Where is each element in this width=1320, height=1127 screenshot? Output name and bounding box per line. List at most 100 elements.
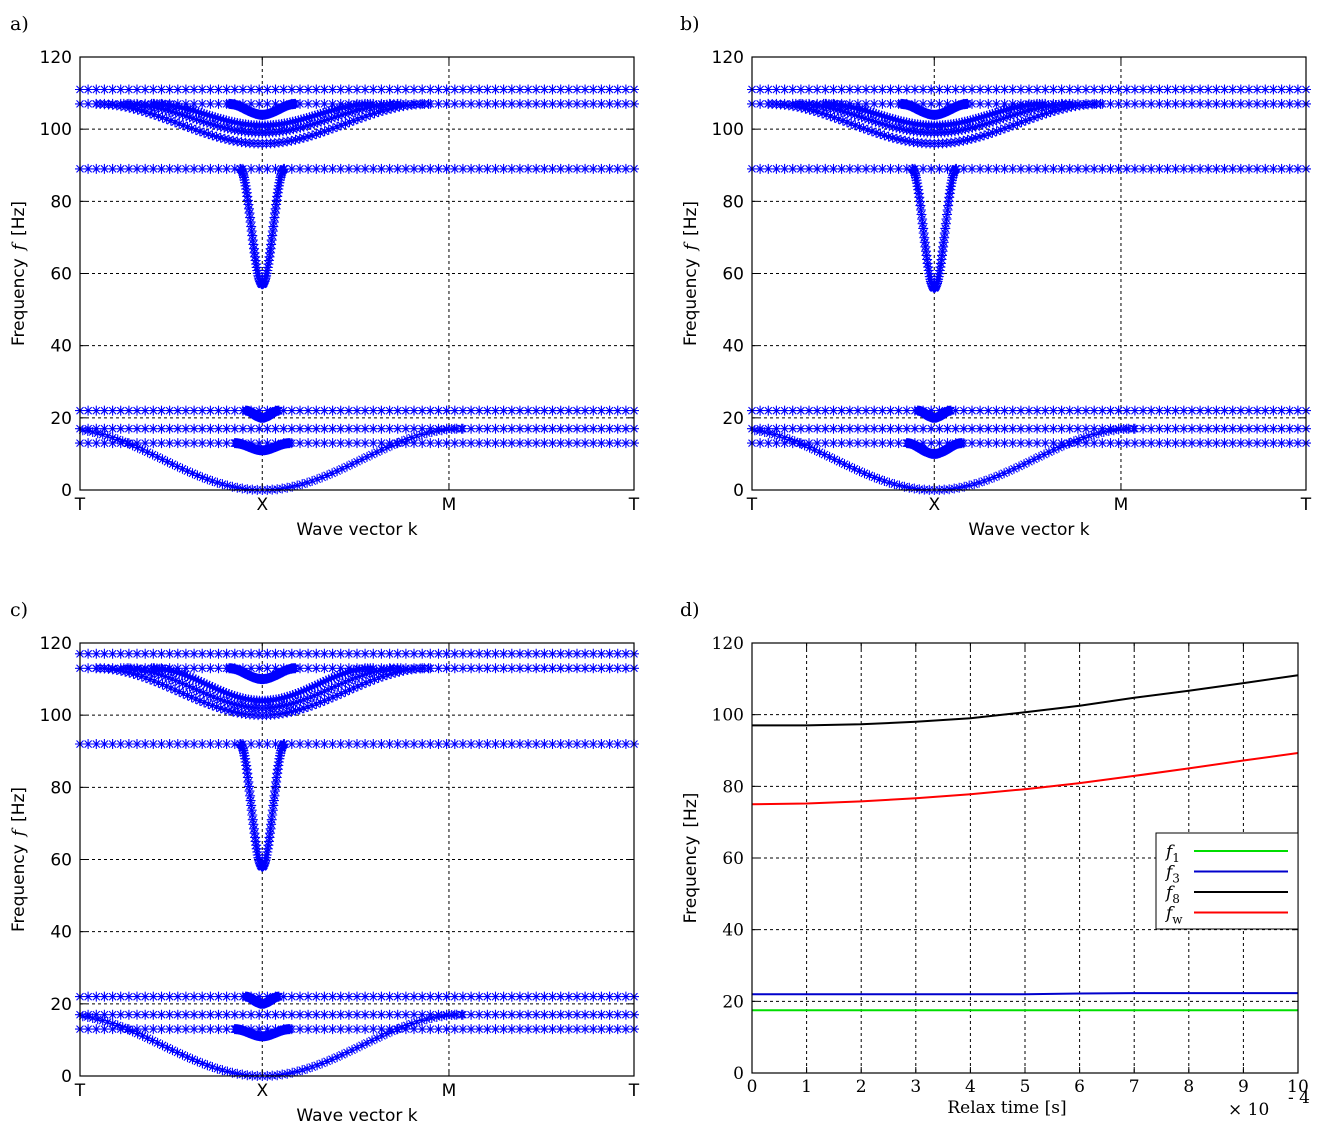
y-tick-label: 40 bbox=[50, 337, 72, 357]
x-tick-label: 7 bbox=[1129, 1077, 1140, 1097]
data-markers bbox=[75, 84, 639, 495]
x-tick-label: 3 bbox=[910, 1077, 921, 1097]
panel-label: c) bbox=[10, 599, 28, 621]
series-line-fw bbox=[751, 752, 1299, 806]
y-tick-label: 20 bbox=[722, 992, 744, 1012]
x-multiplier: × 10 bbox=[1228, 1100, 1269, 1120]
series-line-f3 bbox=[752, 992, 1298, 996]
x-tick-label: 5 bbox=[1020, 1077, 1031, 1097]
y-axis-label-unit: [Hz] bbox=[9, 787, 29, 822]
panel-label: d) bbox=[680, 599, 700, 621]
x-tick-label: 4 bbox=[965, 1077, 976, 1097]
legend-entry-name: f bbox=[1164, 863, 1175, 883]
y-tick-label: 0 bbox=[733, 481, 744, 501]
x-tick-label: 1 bbox=[801, 1077, 812, 1097]
y-tick-label: 60 bbox=[50, 265, 72, 285]
y-tick-label: 60 bbox=[722, 265, 744, 285]
legend-entry-sub: 1 bbox=[1172, 851, 1180, 865]
y-axis-label: Frequency [Hz] bbox=[681, 793, 701, 924]
y-tick-label: 120 bbox=[712, 634, 744, 654]
y-tick-label: 60 bbox=[722, 849, 744, 869]
y-tick-label: 60 bbox=[50, 851, 72, 871]
data-markers bbox=[747, 84, 1311, 495]
y-tick-label: 80 bbox=[722, 192, 744, 212]
x-tick-label: X bbox=[256, 1081, 268, 1101]
x-tick-label: X bbox=[256, 495, 268, 515]
legend-entry-name: f bbox=[1164, 883, 1175, 903]
y-axis-label: Frequency f [Hz] bbox=[9, 201, 29, 346]
y-tick-label: 120 bbox=[40, 48, 72, 68]
y-tick-label: 40 bbox=[50, 923, 72, 943]
x-axis-label: Wave vector k bbox=[296, 520, 417, 540]
y-axis-label-unit: [Hz] bbox=[681, 201, 701, 236]
x-tick-label: 0 bbox=[747, 1077, 758, 1097]
y-tick-label: 80 bbox=[50, 778, 72, 798]
panel-label: a) bbox=[10, 13, 29, 35]
y-tick-label: 20 bbox=[50, 995, 72, 1015]
x-axis-label: Relax time [s] bbox=[947, 1098, 1066, 1118]
y-tick-label: 100 bbox=[40, 706, 72, 726]
x-axis-label: Wave vector k bbox=[968, 520, 1089, 540]
y-tick-label: 40 bbox=[722, 337, 744, 357]
x-tick-label: 9 bbox=[1238, 1077, 1249, 1097]
series-line-f8 bbox=[752, 674, 1299, 727]
y-axis-label-symbol: f bbox=[9, 827, 29, 838]
legend-entry-label: f3 bbox=[1164, 863, 1180, 886]
y-axis-label-word: Frequency bbox=[681, 836, 701, 924]
x-multiplier-exponent: - 4 bbox=[1288, 1088, 1310, 1108]
x-tick-label: 8 bbox=[1183, 1077, 1194, 1097]
x-tick-label: M bbox=[1114, 495, 1129, 515]
x-tick-label: T bbox=[1300, 495, 1312, 515]
x-tick-label: 10 bbox=[1287, 1077, 1309, 1097]
legend-entry-label: f8 bbox=[1164, 883, 1180, 906]
band-chart: c) 0 20 40 60 80 100 120 T X M T Wave vector k Freque… bbox=[9, 599, 640, 1126]
legend-entry-name: f bbox=[1164, 904, 1175, 924]
legend-entry-label: f1 bbox=[1164, 842, 1180, 865]
y-tick-label: 0 bbox=[733, 1064, 744, 1084]
x-tick-label: M bbox=[442, 1081, 457, 1101]
data-markers bbox=[75, 648, 639, 1081]
y-tick-label: 80 bbox=[722, 777, 744, 797]
y-axis-label-unit: [Hz] bbox=[9, 201, 29, 236]
y-axis-label-word: Frequency bbox=[681, 258, 701, 346]
x-tick-label: T bbox=[74, 495, 86, 515]
band-chart: a) 0 20 40 60 80 100 120 T X M T Wave vector k Freque… bbox=[9, 13, 640, 540]
y-tick-label: 100 bbox=[712, 706, 744, 726]
legend-entry-sub: 3 bbox=[1172, 872, 1180, 886]
y-axis-label: Frequency f [Hz] bbox=[681, 201, 701, 346]
y-tick-label: 0 bbox=[61, 1067, 72, 1087]
band-chart: b) 0 20 40 60 80 100 120 T X M T Wave vector k Freque… bbox=[680, 13, 1312, 540]
y-axis-label-symbol: f bbox=[681, 241, 701, 252]
x-tick-label: T bbox=[746, 495, 758, 515]
x-tick-label: T bbox=[628, 1081, 640, 1101]
y-tick-label: 20 bbox=[722, 409, 744, 429]
x-tick-label: 2 bbox=[856, 1077, 867, 1097]
y-tick-label: 120 bbox=[40, 634, 72, 654]
x-tick-label: 6 bbox=[1074, 1077, 1085, 1097]
legend-entry-name: f bbox=[1164, 842, 1175, 862]
legend-entry-sub: 8 bbox=[1172, 892, 1180, 906]
legend-entry-sub: w bbox=[1172, 913, 1183, 927]
y-axis-label-word: Frequency bbox=[9, 258, 29, 346]
line-chart: d) 0 20 40 60 80 100 120 0 1 2 3 4 5 6 7 8 9 10 Relax time … bbox=[680, 599, 1310, 1120]
y-axis-label-word: Frequency bbox=[9, 844, 29, 932]
x-tick-label: X bbox=[928, 495, 940, 515]
y-tick-label: 100 bbox=[712, 120, 744, 140]
legend-entry-label: fw bbox=[1164, 904, 1183, 927]
y-tick-label: 40 bbox=[722, 921, 744, 941]
y-tick-label: 20 bbox=[50, 409, 72, 429]
y-axis-label-unit: [Hz] bbox=[681, 793, 701, 828]
x-tick-label: T bbox=[628, 495, 640, 515]
x-tick-label: T bbox=[74, 1081, 86, 1101]
y-tick-label: 120 bbox=[712, 48, 744, 68]
x-tick-label: M bbox=[442, 495, 457, 515]
x-axis-label: Wave vector k bbox=[296, 1106, 417, 1126]
y-tick-label: 0 bbox=[61, 481, 72, 501]
panel-label: b) bbox=[680, 13, 700, 35]
y-axis-label-symbol: f bbox=[9, 241, 29, 252]
y-axis-label: Frequency f [Hz] bbox=[9, 787, 29, 932]
y-tick-label: 80 bbox=[50, 192, 72, 212]
y-tick-label: 100 bbox=[40, 120, 72, 140]
